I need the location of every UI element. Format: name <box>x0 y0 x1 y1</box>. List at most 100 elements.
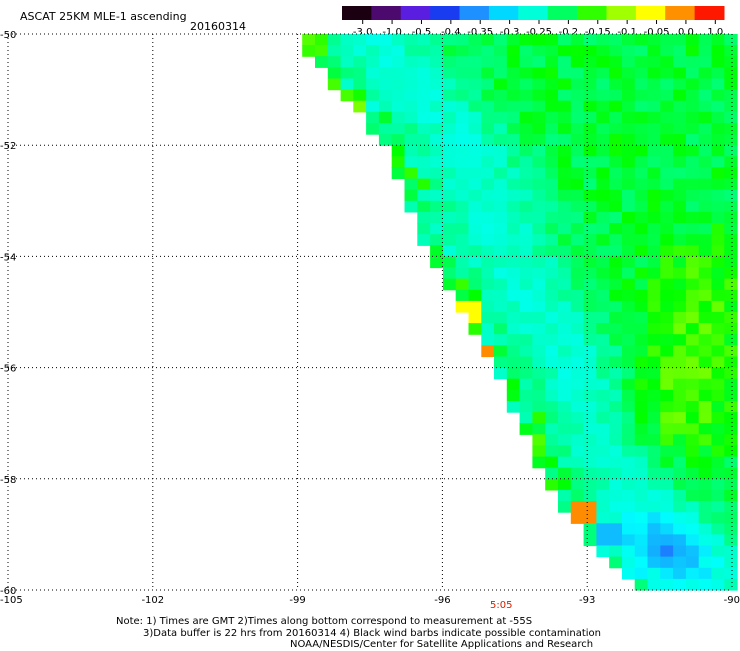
data-cell <box>622 100 636 113</box>
colorbar-swatch <box>430 6 461 20</box>
data-cell <box>481 111 495 124</box>
data-cell <box>647 456 661 469</box>
data-cell <box>468 56 482 68</box>
data-cell <box>634 178 649 191</box>
data-cell <box>647 389 661 402</box>
data-cell <box>532 423 546 435</box>
data-cell <box>660 167 674 180</box>
data-cell <box>430 211 444 224</box>
data-cell <box>558 445 572 458</box>
data-cell <box>622 111 636 124</box>
data-cell <box>519 289 533 302</box>
data-cell <box>673 401 687 413</box>
data-cell <box>711 389 725 402</box>
data-cell <box>404 89 418 102</box>
data-cell <box>673 234 687 246</box>
data-cell <box>685 234 700 246</box>
data-cell <box>442 245 457 257</box>
data-cell <box>711 45 725 57</box>
data-cell <box>609 245 623 257</box>
data-cell <box>660 578 674 591</box>
data-cell <box>442 123 457 135</box>
data-cell <box>583 34 597 46</box>
data-cell <box>442 134 457 146</box>
data-cell <box>545 145 559 157</box>
data-cell <box>545 234 559 246</box>
data-cell <box>724 211 738 224</box>
data-cell <box>519 200 533 213</box>
colorbar-swatch <box>606 6 637 20</box>
data-cell <box>609 356 623 369</box>
data-cell <box>698 134 713 146</box>
data-cell <box>558 211 572 224</box>
data-cell <box>685 278 700 291</box>
data-cell <box>366 100 380 113</box>
data-cell <box>545 223 559 235</box>
data-cell <box>583 178 597 191</box>
data-cell <box>622 45 636 57</box>
data-cell <box>660 300 674 313</box>
data-cell <box>685 312 700 324</box>
data-cell <box>647 523 661 535</box>
data-cell <box>468 278 482 291</box>
data-cell <box>558 178 572 191</box>
data-cell <box>660 56 674 68</box>
data-cell <box>545 111 559 124</box>
data-cell <box>609 145 623 157</box>
data-cell <box>596 489 610 502</box>
data-cell <box>532 334 546 346</box>
colorbar-label: -0.3 <box>500 27 520 38</box>
data-cell <box>506 167 521 180</box>
data-cell <box>647 478 661 491</box>
data-cell <box>711 134 725 146</box>
data-cell <box>660 145 674 157</box>
data-cell <box>506 45 521 57</box>
data-cell <box>685 167 700 180</box>
data-cell <box>519 178 533 191</box>
data-cell <box>468 189 482 202</box>
data-cell <box>570 245 585 257</box>
data-cell <box>634 545 649 558</box>
data-cell <box>634 389 649 402</box>
data-cell <box>609 478 623 491</box>
data-cell <box>673 34 687 46</box>
data-cell <box>583 100 597 113</box>
time-label: 5:05 <box>490 600 512 611</box>
data-cell <box>494 167 508 180</box>
data-cell <box>404 34 418 46</box>
data-cell <box>532 345 546 358</box>
data-cell <box>558 134 572 146</box>
data-cell <box>532 267 546 280</box>
data-cell <box>481 300 495 313</box>
data-cell <box>532 456 546 469</box>
data-cell <box>506 401 521 413</box>
data-cell <box>481 312 495 324</box>
data-cell <box>596 256 610 269</box>
data-cell <box>570 145 585 157</box>
data-cell <box>340 67 354 80</box>
data-cell <box>673 556 687 569</box>
data-cell <box>634 189 649 202</box>
data-cell <box>698 289 713 302</box>
data-cell <box>378 134 393 146</box>
data-cell <box>455 289 470 302</box>
data-cell <box>494 34 508 46</box>
data-cell <box>596 189 610 202</box>
data-cell <box>596 134 610 146</box>
data-cell <box>570 489 585 502</box>
data-cell <box>622 323 636 335</box>
data-cell <box>647 211 661 224</box>
data-cell <box>698 200 713 213</box>
note-line-1: Note: 1) Times are GMT 2)Times along bot… <box>116 616 533 627</box>
data-cell <box>622 545 636 558</box>
data-cell <box>378 78 393 91</box>
data-cell <box>545 167 559 180</box>
data-cell <box>353 34 367 46</box>
data-cell <box>494 89 508 102</box>
data-cell <box>506 378 521 391</box>
data-cell <box>417 178 431 191</box>
data-cell <box>698 267 713 280</box>
data-cell <box>711 378 725 391</box>
data-cell <box>724 434 738 446</box>
data-cell <box>558 356 572 369</box>
